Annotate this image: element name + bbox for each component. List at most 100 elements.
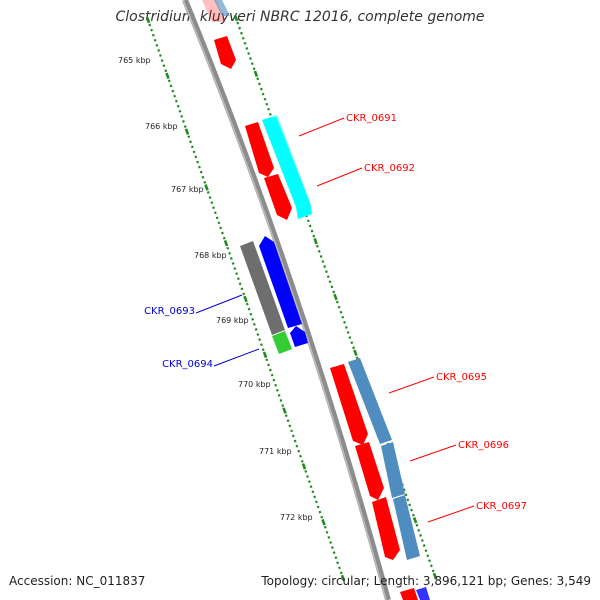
genome-summary-text: Topology: circular; Length: 3,896,121 bp…	[261, 574, 591, 588]
tick-outer-minor	[335, 300, 339, 304]
tick-inner-minor	[272, 378, 276, 382]
gene-block-ckr0695-steelblue[interactable]	[348, 358, 420, 560]
tick-outer-minor	[268, 112, 272, 116]
tick-inner-minor	[311, 490, 315, 494]
kbp-label: 768 kbp	[194, 251, 227, 260]
tick-inner-major	[340, 574, 346, 582]
tick-inner-minor	[249, 312, 253, 316]
tick-outer-minor	[238, 26, 242, 30]
tick-inner-minor	[304, 470, 308, 473]
tick-outer-minor	[337, 305, 341, 309]
gene-arrow-ckr0693-blue[interactable]	[259, 236, 302, 328]
tick-inner-minor	[339, 571, 343, 575]
tick-inner-minor	[242, 292, 246, 296]
tick-inner-major	[243, 295, 248, 303]
tick-inner-minor	[297, 449, 301, 453]
gene-label[interactable]: CKR_0695	[436, 372, 487, 383]
kbp-label: 765 kbp	[118, 56, 151, 65]
map-title: Clostridium kluyveri NBRC 12016, complet…	[115, 9, 485, 25]
tick-inner-minor	[313, 495, 317, 499]
tick-inner-minor	[306, 475, 309, 478]
tick-outer-minor	[261, 92, 265, 96]
tick-inner-minor	[235, 272, 239, 276]
tick-inner-minor	[338, 566, 341, 570]
tick-inner-major	[204, 184, 209, 191]
tick-outer-minor	[417, 528, 421, 532]
gene-callout-line	[388, 376, 435, 394]
gene-label[interactable]: CKR_0691	[346, 113, 397, 124]
genome-backbone	[182, 0, 391, 600]
tick-inner-minor	[275, 388, 279, 392]
tick-inner-minor	[221, 231, 224, 235]
gene-block-ckr0691-teal[interactable]	[262, 114, 313, 219]
tick-inner-minor	[307, 480, 311, 484]
gene-label[interactable]: CKR_0696	[458, 440, 509, 451]
gene-arrow-765-forward[interactable]	[214, 36, 236, 69]
tick-inner-minor	[196, 160, 200, 164]
gene-feature-top-partial[interactable]	[202, 0, 230, 22]
gene-arrow-ckr0696-red[interactable]	[355, 442, 384, 500]
gene-block-ckr0693-gray[interactable]	[240, 241, 285, 335]
tick-inner-major	[145, 16, 151, 24]
gene-arrow-ckr0697-red[interactable]	[372, 497, 400, 560]
tick-inner-minor	[162, 64, 166, 68]
tick-outer-minor	[429, 564, 433, 568]
tick-inner-minor	[286, 419, 290, 423]
tick-inner-minor	[167, 79, 171, 83]
tick-inner-minor	[290, 429, 294, 433]
kbp-labels: 765 kbp 766 kbp 767 kbp 768 kbp 769 kbp 770 k…	[118, 56, 313, 522]
tick-outer-minor	[263, 97, 267, 101]
tick-outer-minor	[420, 539, 424, 542]
tick-inner-minor	[236, 277, 240, 281]
tick-inner-minor	[327, 536, 331, 539]
tick-inner-minor	[323, 525, 327, 529]
tick-outer-minor	[319, 255, 323, 258]
tick-outer-major	[412, 516, 418, 524]
tick-outer-major	[253, 70, 259, 78]
tick-outer-minor	[408, 503, 412, 507]
tick-inner-minor	[336, 561, 340, 565]
tick-inner-minor	[284, 414, 288, 418]
accession-text: Accession: NC_011837	[9, 574, 146, 588]
tick-outer-minor	[348, 336, 352, 339]
tick-outer-minor	[411, 513, 415, 517]
tick-inner-minor	[213, 211, 217, 215]
tick-inner-minor	[299, 454, 302, 458]
tick-inner-major	[301, 463, 307, 470]
gene-label[interactable]: CKR_0697	[476, 501, 527, 512]
tick-inner-minor	[173, 94, 177, 98]
tick-inner-minor	[260, 343, 263, 347]
tick-inner-minor	[318, 510, 322, 514]
gene-label[interactable]: CKR_0692	[364, 163, 415, 174]
kbp-label: 772 kbp	[280, 513, 313, 522]
tick-outer-minor	[328, 280, 332, 284]
tick-inner-minor	[245, 302, 249, 306]
tick-inner-minor	[148, 23, 152, 27]
gene-label[interactable]: CKR_0693	[144, 306, 195, 317]
tick-inner-minor	[187, 135, 191, 139]
tick-outer-minor	[339, 310, 343, 314]
gene-arrow-ckr0695-red[interactable]	[330, 364, 368, 445]
tick-outer-minor	[308, 224, 312, 228]
tick-inner-minor	[153, 38, 157, 42]
tick-inner-minor	[189, 140, 192, 144]
tick-inner-minor	[251, 317, 255, 321]
gene-arrow-ckr0692-red[interactable]	[264, 174, 292, 220]
gene-label[interactable]: CKR_0694	[162, 359, 213, 370]
tick-inner-major	[282, 407, 287, 414]
gene-block-ckr0694-green[interactable]	[272, 331, 292, 354]
tick-inner-minor	[151, 33, 155, 37]
tick-inner-minor	[309, 485, 313, 489]
tick-outer-major	[353, 349, 358, 357]
tick-outer-minor	[415, 523, 419, 527]
tick-inner-minor	[240, 287, 244, 291]
tick-inner-minor	[210, 201, 214, 205]
gene-arrow-ckr0691-red[interactable]	[245, 122, 274, 177]
gene-arrow-ckr0694-blue-small[interactable]	[290, 326, 308, 347]
tick-outer-minor	[325, 270, 328, 274]
tick-inner-minor	[325, 530, 329, 534]
tick-inner-minor	[203, 180, 207, 184]
tick-outer-minor	[402, 488, 406, 492]
gene-feature-bottom-partial[interactable]	[400, 587, 430, 600]
